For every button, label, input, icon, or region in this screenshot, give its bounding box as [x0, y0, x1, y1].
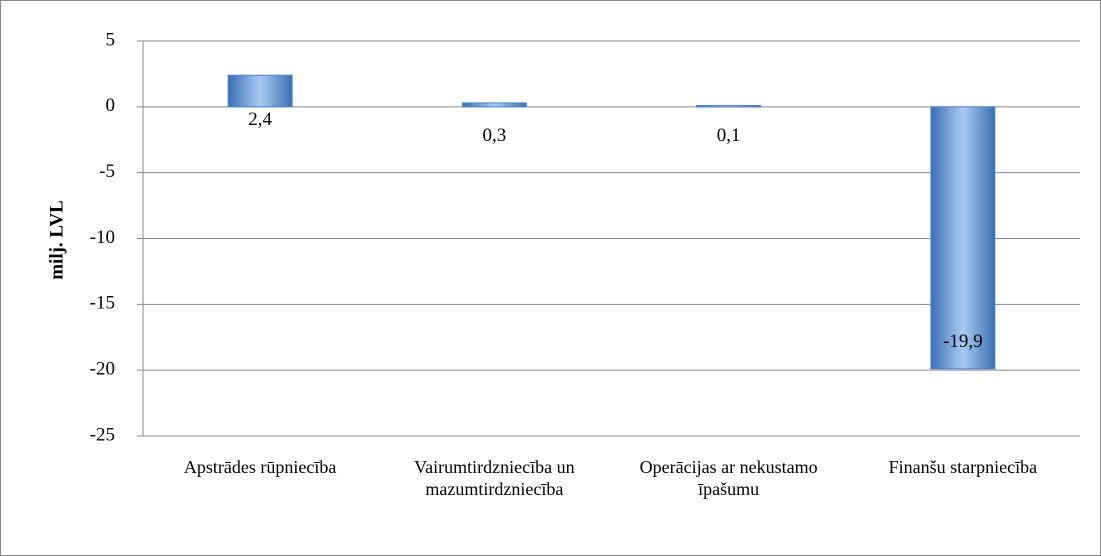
y-axis-title: milj. LVL: [46, 200, 67, 280]
y-tick-label: 5: [106, 29, 116, 50]
data-label: 0,1: [717, 125, 741, 146]
y-tick-label: -25: [90, 424, 115, 445]
x-tick-label: Apstrādes rūpniecība: [183, 457, 337, 477]
bar: [930, 106, 996, 370]
data-label: 2,4: [248, 109, 272, 130]
x-tick-label: Operācijas ar nekustamo īpašumu: [639, 457, 818, 499]
bar: [461, 102, 527, 108]
y-tick-label: -5: [99, 161, 115, 182]
y-tick-label: 0: [106, 95, 116, 116]
y-tick-label: -15: [90, 293, 115, 314]
bar: [227, 74, 293, 108]
x-tick-label: Vairumtirdzniecība un mazumtirdzniecība: [414, 457, 575, 499]
data-label: -19,9: [943, 331, 983, 352]
bar: [696, 105, 762, 108]
data-label: 0,3: [483, 125, 507, 146]
y-tick-label: -10: [90, 227, 115, 248]
x-tick-label: Finanšu starpniecība: [888, 457, 1038, 477]
y-tick-label: -20: [90, 359, 115, 380]
